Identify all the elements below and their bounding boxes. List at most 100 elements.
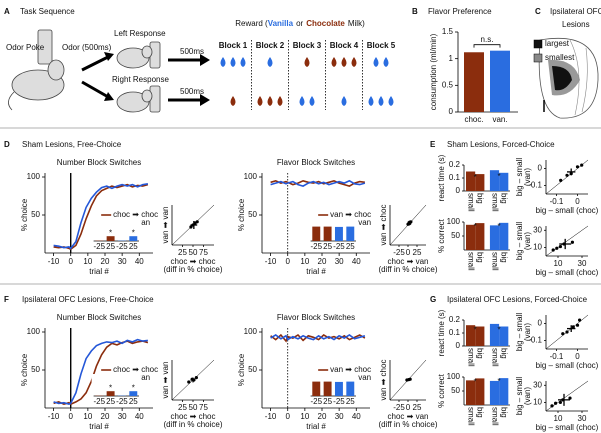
inset-tick-label: -25 <box>116 397 128 406</box>
legend-swatch <box>533 53 543 63</box>
x-tick-label: 20 <box>101 412 110 421</box>
bar <box>466 325 476 346</box>
y-axis-label: (van) <box>523 387 532 406</box>
x-tick-label: 0 <box>68 257 73 266</box>
y-tick-label: 0 <box>456 186 461 195</box>
scatter-point <box>565 330 569 334</box>
y-axis-label: big – small <box>515 377 524 415</box>
scatter-point <box>580 163 584 167</box>
y-tick-label: 0 <box>449 107 454 116</box>
legend-label: smallest <box>545 53 575 62</box>
significance-star: * <box>474 326 477 335</box>
y-tick-label: 100 <box>447 217 461 226</box>
x-tick-label: 40 <box>135 412 144 421</box>
x-tick-label: 25 <box>178 248 187 257</box>
legend-label: choc ➡ choc <box>113 365 158 374</box>
legend-label: van ➡ choc <box>330 365 371 374</box>
block-label: Block 5 <box>367 41 396 50</box>
panel-title: Flavor Preference <box>428 7 492 16</box>
scatter-point <box>561 332 565 336</box>
bar <box>475 378 485 405</box>
scatter-point <box>558 400 563 405</box>
x-tick-label: 10 <box>83 257 92 266</box>
inset-bar <box>323 226 332 241</box>
y-axis-label: big – small <box>515 222 524 260</box>
mouse-left <box>8 29 65 111</box>
y-axis-label: react time (s) <box>437 309 446 356</box>
x-tick-label: big <box>476 193 485 204</box>
significance-star: * <box>474 173 477 182</box>
y-tick-label: 50 <box>248 210 257 219</box>
bar <box>489 380 500 405</box>
x-tick-label: 25 <box>413 248 422 257</box>
x-tick-label: 30 <box>335 257 344 266</box>
label: Right Response <box>112 75 169 84</box>
inset-bar <box>323 381 332 396</box>
bar <box>466 224 476 250</box>
drop-icon <box>257 96 263 106</box>
x-tick-label: big <box>500 252 509 263</box>
inset-bar <box>334 226 343 241</box>
y-tick-label: 0.2 <box>449 315 461 324</box>
y-tick-label: 1 <box>449 54 454 63</box>
x-tick-label: 20 <box>101 257 110 266</box>
x-tick-label: 10 <box>300 257 309 266</box>
x-tick-label: 30 <box>118 412 127 421</box>
bar <box>475 174 485 191</box>
x-tick-label: -10 <box>48 412 60 421</box>
y-axis-label: van ➡ choc <box>379 205 388 246</box>
inset-tick-label: 25 <box>129 242 138 251</box>
y-tick-label: 100 <box>244 172 258 181</box>
x-tick-label: 30 <box>578 259 587 268</box>
inset-bg <box>91 219 141 251</box>
x-tick-label: small <box>466 348 475 367</box>
panel-title: Ipsilateral OFC Lesions, Free-Choice <box>22 295 154 304</box>
x-tick-label: 0 <box>575 352 580 361</box>
x-tick-label: -25 <box>393 248 405 257</box>
y-tick-label: 50 <box>248 365 257 374</box>
panel-letter: B <box>412 7 418 16</box>
x-tick-label: 75 <box>199 403 208 412</box>
y-tick-label: 50 <box>451 386 460 395</box>
scatter-point <box>555 246 559 250</box>
legend-label: choc ➡ choc <box>113 210 158 219</box>
x-tick-label: big <box>476 252 485 263</box>
plot-title: Number Block Switches <box>57 313 141 322</box>
inset-bar <box>106 236 115 241</box>
scatter-point <box>554 401 558 405</box>
bar <box>489 225 500 250</box>
label: 500ms <box>180 87 204 96</box>
x-axis-label: trial # <box>306 267 326 276</box>
y-axis-label: big – small <box>515 313 524 351</box>
scatter-point <box>195 220 199 224</box>
panel-title: Ipsilateral OFC <box>550 7 601 16</box>
y-axis-label: van ➡ van <box>161 207 170 244</box>
x-tick-label: 10 <box>300 412 309 421</box>
scatter-point <box>187 380 191 384</box>
drop-icon <box>299 96 305 106</box>
unity-line <box>545 225 589 257</box>
x-tick-label: 50 <box>189 248 198 257</box>
scatter-point <box>551 248 555 252</box>
annotation: n.s. <box>481 35 494 44</box>
drop-icon <box>383 57 389 67</box>
inset-tick-label: -25 <box>310 397 322 406</box>
bar <box>475 326 485 346</box>
inset-bar <box>312 226 321 241</box>
bar <box>464 52 484 112</box>
x-axis-label: big – small (choc) <box>536 423 599 432</box>
scatter-point <box>559 178 563 182</box>
y-tick-label: 30 <box>533 380 542 389</box>
drop-icon <box>368 96 374 106</box>
x-tick-label: 10 <box>554 414 563 423</box>
y-tick-label: 0 <box>538 319 543 328</box>
x-axis-label: choc ➡ choc <box>171 412 216 421</box>
inset-bg <box>91 374 141 406</box>
y-axis-label: % correct <box>437 373 446 408</box>
inset-tick-label: -25 <box>310 242 322 251</box>
bar <box>489 323 500 346</box>
x-axis-label: trial # <box>89 267 109 276</box>
y-tick-label: 0 <box>538 164 543 173</box>
inset-bar <box>106 391 115 396</box>
